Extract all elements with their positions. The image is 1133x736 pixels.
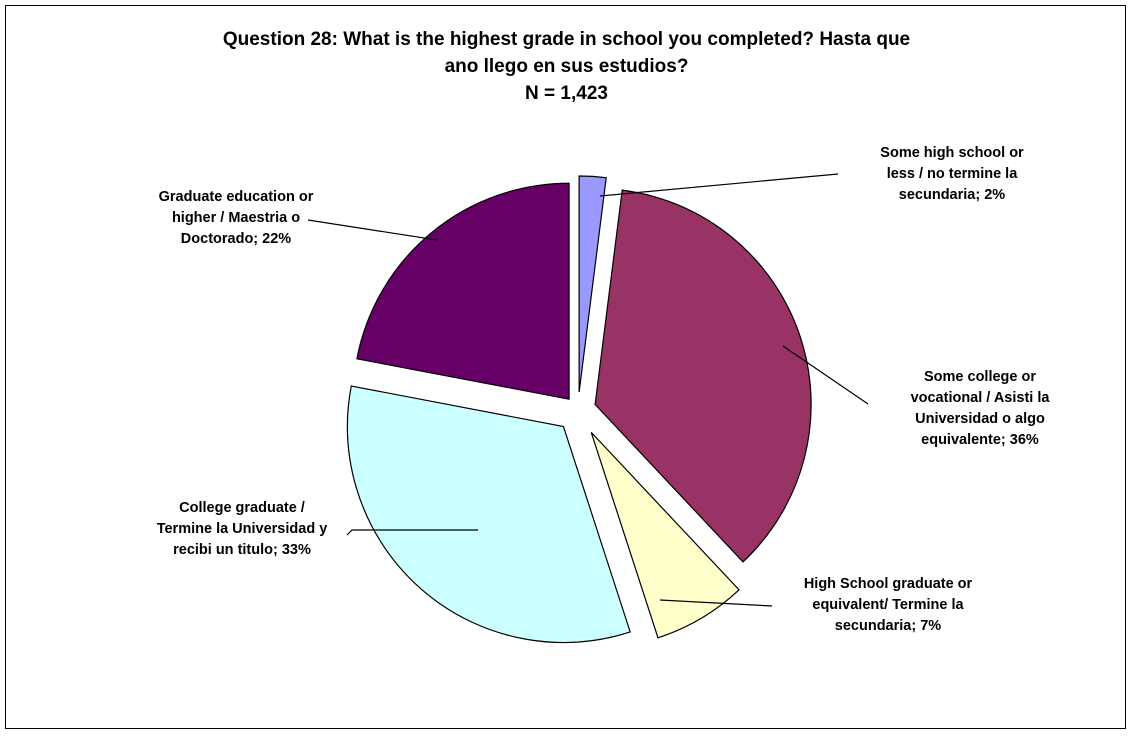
- pie-slice-3: [346, 385, 631, 644]
- slice-label-2: High School graduate or equivalent/ Termi…: [804, 576, 973, 634]
- slice-label-4-line-1: higher / Maestria o: [172, 210, 300, 226]
- slice-label-3-line-1: Termine la Universidad y: [157, 521, 328, 537]
- chart-title-line-1: Question 28: What is the highest grade i…: [222, 29, 911, 50]
- chart-title: Question 28: What is the highest grade i…: [0, 26, 1133, 107]
- slice-label-0-line-0: Some high school or: [880, 145, 1024, 161]
- slice-label-2-line-2: secundaria; 7%: [835, 618, 941, 634]
- leader-line-4: [307, 219, 438, 241]
- pie-slices: [346, 175, 812, 644]
- slice-label-2-line-1: equivalent/ Termine la: [812, 597, 964, 613]
- slice-label-0-line-1: less / no termine la: [887, 166, 1018, 182]
- chart-title-line-3: N = 1,423: [525, 83, 608, 104]
- pie-slice-2: [590, 431, 740, 639]
- slice-labels: Some high school or less / no termine la s…: [157, 145, 1051, 634]
- slice-label-2-line-0: High School graduate or: [804, 576, 973, 592]
- leader-line-1: [782, 345, 869, 405]
- slice-label-1: Some college or vocational / Asisti la Uni…: [911, 369, 1051, 448]
- slice-label-4: Graduate education or higher / Maestria o…: [159, 189, 314, 247]
- slice-label-4-line-0: Graduate education or: [159, 189, 314, 205]
- slice-label-0: Some high school or less / no termine la s…: [880, 145, 1024, 203]
- leader-line-2: [659, 599, 773, 607]
- slice-label-1-line-1: vocational / Asisti la: [911, 390, 1051, 406]
- slice-label-3: College graduate / Termine la Universidad…: [157, 500, 328, 558]
- leader-line-3: [346, 529, 478, 536]
- pie-slice-1: [594, 189, 812, 563]
- leader-lines: [307, 173, 869, 607]
- leader-line-0: [599, 173, 839, 197]
- slice-label-0-line-2: secundaria; 2%: [899, 187, 1005, 203]
- chart-title-line-2: ano llego en sus estudios?: [444, 56, 689, 77]
- slice-label-3-line-0: College graduate /: [179, 500, 305, 516]
- pie-slice-0: [578, 175, 607, 393]
- slice-label-4-line-2: Doctorado; 22%: [181, 231, 291, 247]
- slice-label-1-line-3: equivalente; 36%: [921, 432, 1039, 448]
- pie-slice-4: [356, 182, 570, 400]
- slice-label-1-line-0: Some college or: [924, 369, 1036, 385]
- slice-label-1-line-2: Universidad o algo: [915, 411, 1045, 427]
- slice-label-3-line-2: recibi un titulo; 33%: [173, 542, 311, 558]
